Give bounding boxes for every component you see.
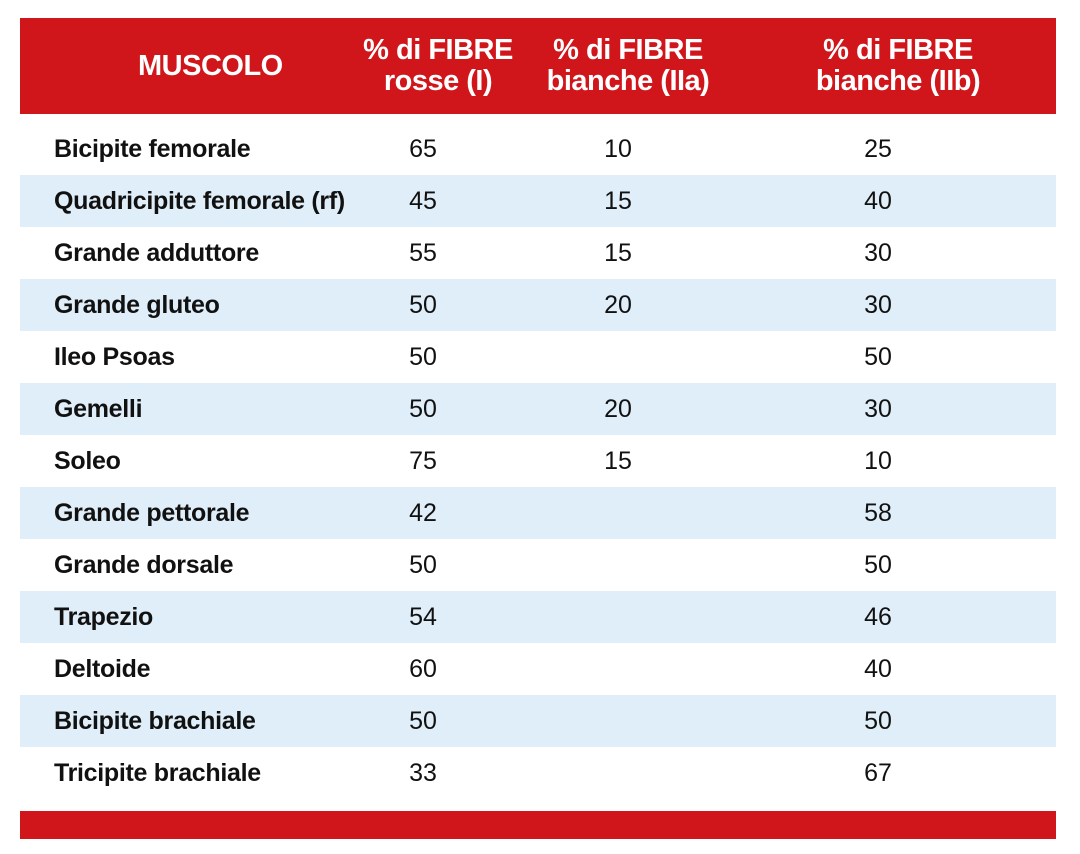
- value-rosse: 50: [409, 550, 437, 579]
- value-bianche-iib: 67: [864, 758, 892, 787]
- fibre-table: MUSCOLO % di FIBRE rosse (I) % di FIBRE …: [20, 18, 1056, 799]
- muscle-name: Bicipite femorale: [54, 134, 251, 163]
- table-body: Bicipite femorale 65 10 25 Quadricipite …: [20, 123, 1056, 799]
- value-bianche-iib: 50: [864, 342, 892, 371]
- value-rosse: 50: [409, 394, 437, 423]
- table-row: Soleo 75 15 10: [20, 435, 1056, 487]
- value-rosse: 54: [409, 602, 437, 631]
- table-row: Grande pettorale 42 58: [20, 487, 1056, 539]
- table-row: Grande gluteo 50 20 30: [20, 279, 1056, 331]
- value-rosse: 45: [409, 186, 437, 215]
- table-row: Tricipite brachiale 33 67: [20, 747, 1056, 799]
- header-fibre-bianche-iia: % di FIBRE bianche (IIa): [516, 35, 740, 97]
- value-bianche-iib: 50: [864, 706, 892, 735]
- header-fibre-bianche-iia-line1: % di FIBRE: [553, 34, 703, 66]
- header-fibre-rosse-line2: rosse (I): [383, 65, 493, 97]
- value-rosse: 65: [409, 134, 437, 163]
- value-bianche-iib: 40: [864, 186, 892, 215]
- muscle-name: Grande dorsale: [54, 550, 234, 579]
- muscle-name: Deltoide: [54, 654, 151, 683]
- footer-bar: [20, 811, 1056, 839]
- value-bianche-iib: 46: [864, 602, 892, 631]
- header-muscolo: MUSCOLO: [138, 49, 283, 82]
- value-rosse: 60: [409, 654, 437, 683]
- value-bianche-iia: 20: [604, 394, 632, 423]
- value-bianche-iib: 30: [864, 290, 892, 319]
- muscle-name: Bicipite brachiale: [54, 706, 256, 735]
- table-row: Trapezio 54 46: [20, 591, 1056, 643]
- muscle-name: Grande pettorale: [54, 498, 250, 527]
- muscle-name: Tricipite brachiale: [54, 758, 261, 787]
- header-fibre-bianche-iib-line1: % di FIBRE: [823, 34, 973, 66]
- muscle-name: Gemelli: [54, 394, 143, 423]
- value-bianche-iia: 15: [604, 238, 632, 267]
- header-fibre-rosse: % di FIBRE rosse (I): [360, 35, 516, 97]
- table-header: MUSCOLO % di FIBRE rosse (I) % di FIBRE …: [20, 18, 1056, 114]
- value-bianche-iib: 58: [864, 498, 892, 527]
- value-rosse: 55: [409, 238, 437, 267]
- table-row: Quadricipite femorale (rf) 45 15 40: [20, 175, 1056, 227]
- value-bianche-iib: 10: [864, 446, 892, 475]
- table-row: Deltoide 60 40: [20, 643, 1056, 695]
- value-rosse: 50: [409, 706, 437, 735]
- value-rosse: 42: [409, 498, 437, 527]
- value-rosse: 33: [409, 758, 437, 787]
- muscle-name: Grande adduttore: [54, 238, 259, 267]
- value-bianche-iib: 50: [864, 550, 892, 579]
- value-rosse: 75: [409, 446, 437, 475]
- header-fibre-bianche-iia-line2: bianche (IIa): [546, 65, 710, 97]
- value-bianche-iia: 10: [604, 134, 632, 163]
- header-fibre-bianche-iib-line2: bianche (IIb): [815, 65, 981, 97]
- muscle-name: Grande gluteo: [54, 290, 220, 319]
- muscle-name: Soleo: [54, 446, 121, 475]
- value-bianche-iia: 15: [604, 446, 632, 475]
- value-bianche-iia: 15: [604, 186, 632, 215]
- value-bianche-iib: 25: [864, 134, 892, 163]
- table-row: Grande dorsale 50 50: [20, 539, 1056, 591]
- header-fibre-bianche-iib: % di FIBRE bianche (IIb): [740, 35, 1056, 97]
- table-row: Ileo Psoas 50 50: [20, 331, 1056, 383]
- value-rosse: 50: [409, 290, 437, 319]
- value-rosse: 50: [409, 342, 437, 371]
- table-row: Gemelli 50 20 30: [20, 383, 1056, 435]
- value-bianche-iib: 30: [864, 238, 892, 267]
- muscle-name: Ileo Psoas: [54, 342, 175, 371]
- muscle-name: Quadricipite femorale (rf): [54, 186, 345, 215]
- value-bianche-iia: 20: [604, 290, 632, 319]
- header-fibre-rosse-line1: % di FIBRE: [363, 34, 513, 66]
- value-bianche-iib: 40: [864, 654, 892, 683]
- table-row: Bicipite brachiale 50 50: [20, 695, 1056, 747]
- table-row: Grande adduttore 55 15 30: [20, 227, 1056, 279]
- value-bianche-iib: 30: [864, 394, 892, 423]
- table-row: Bicipite femorale 65 10 25: [20, 123, 1056, 175]
- muscle-name: Trapezio: [54, 602, 154, 631]
